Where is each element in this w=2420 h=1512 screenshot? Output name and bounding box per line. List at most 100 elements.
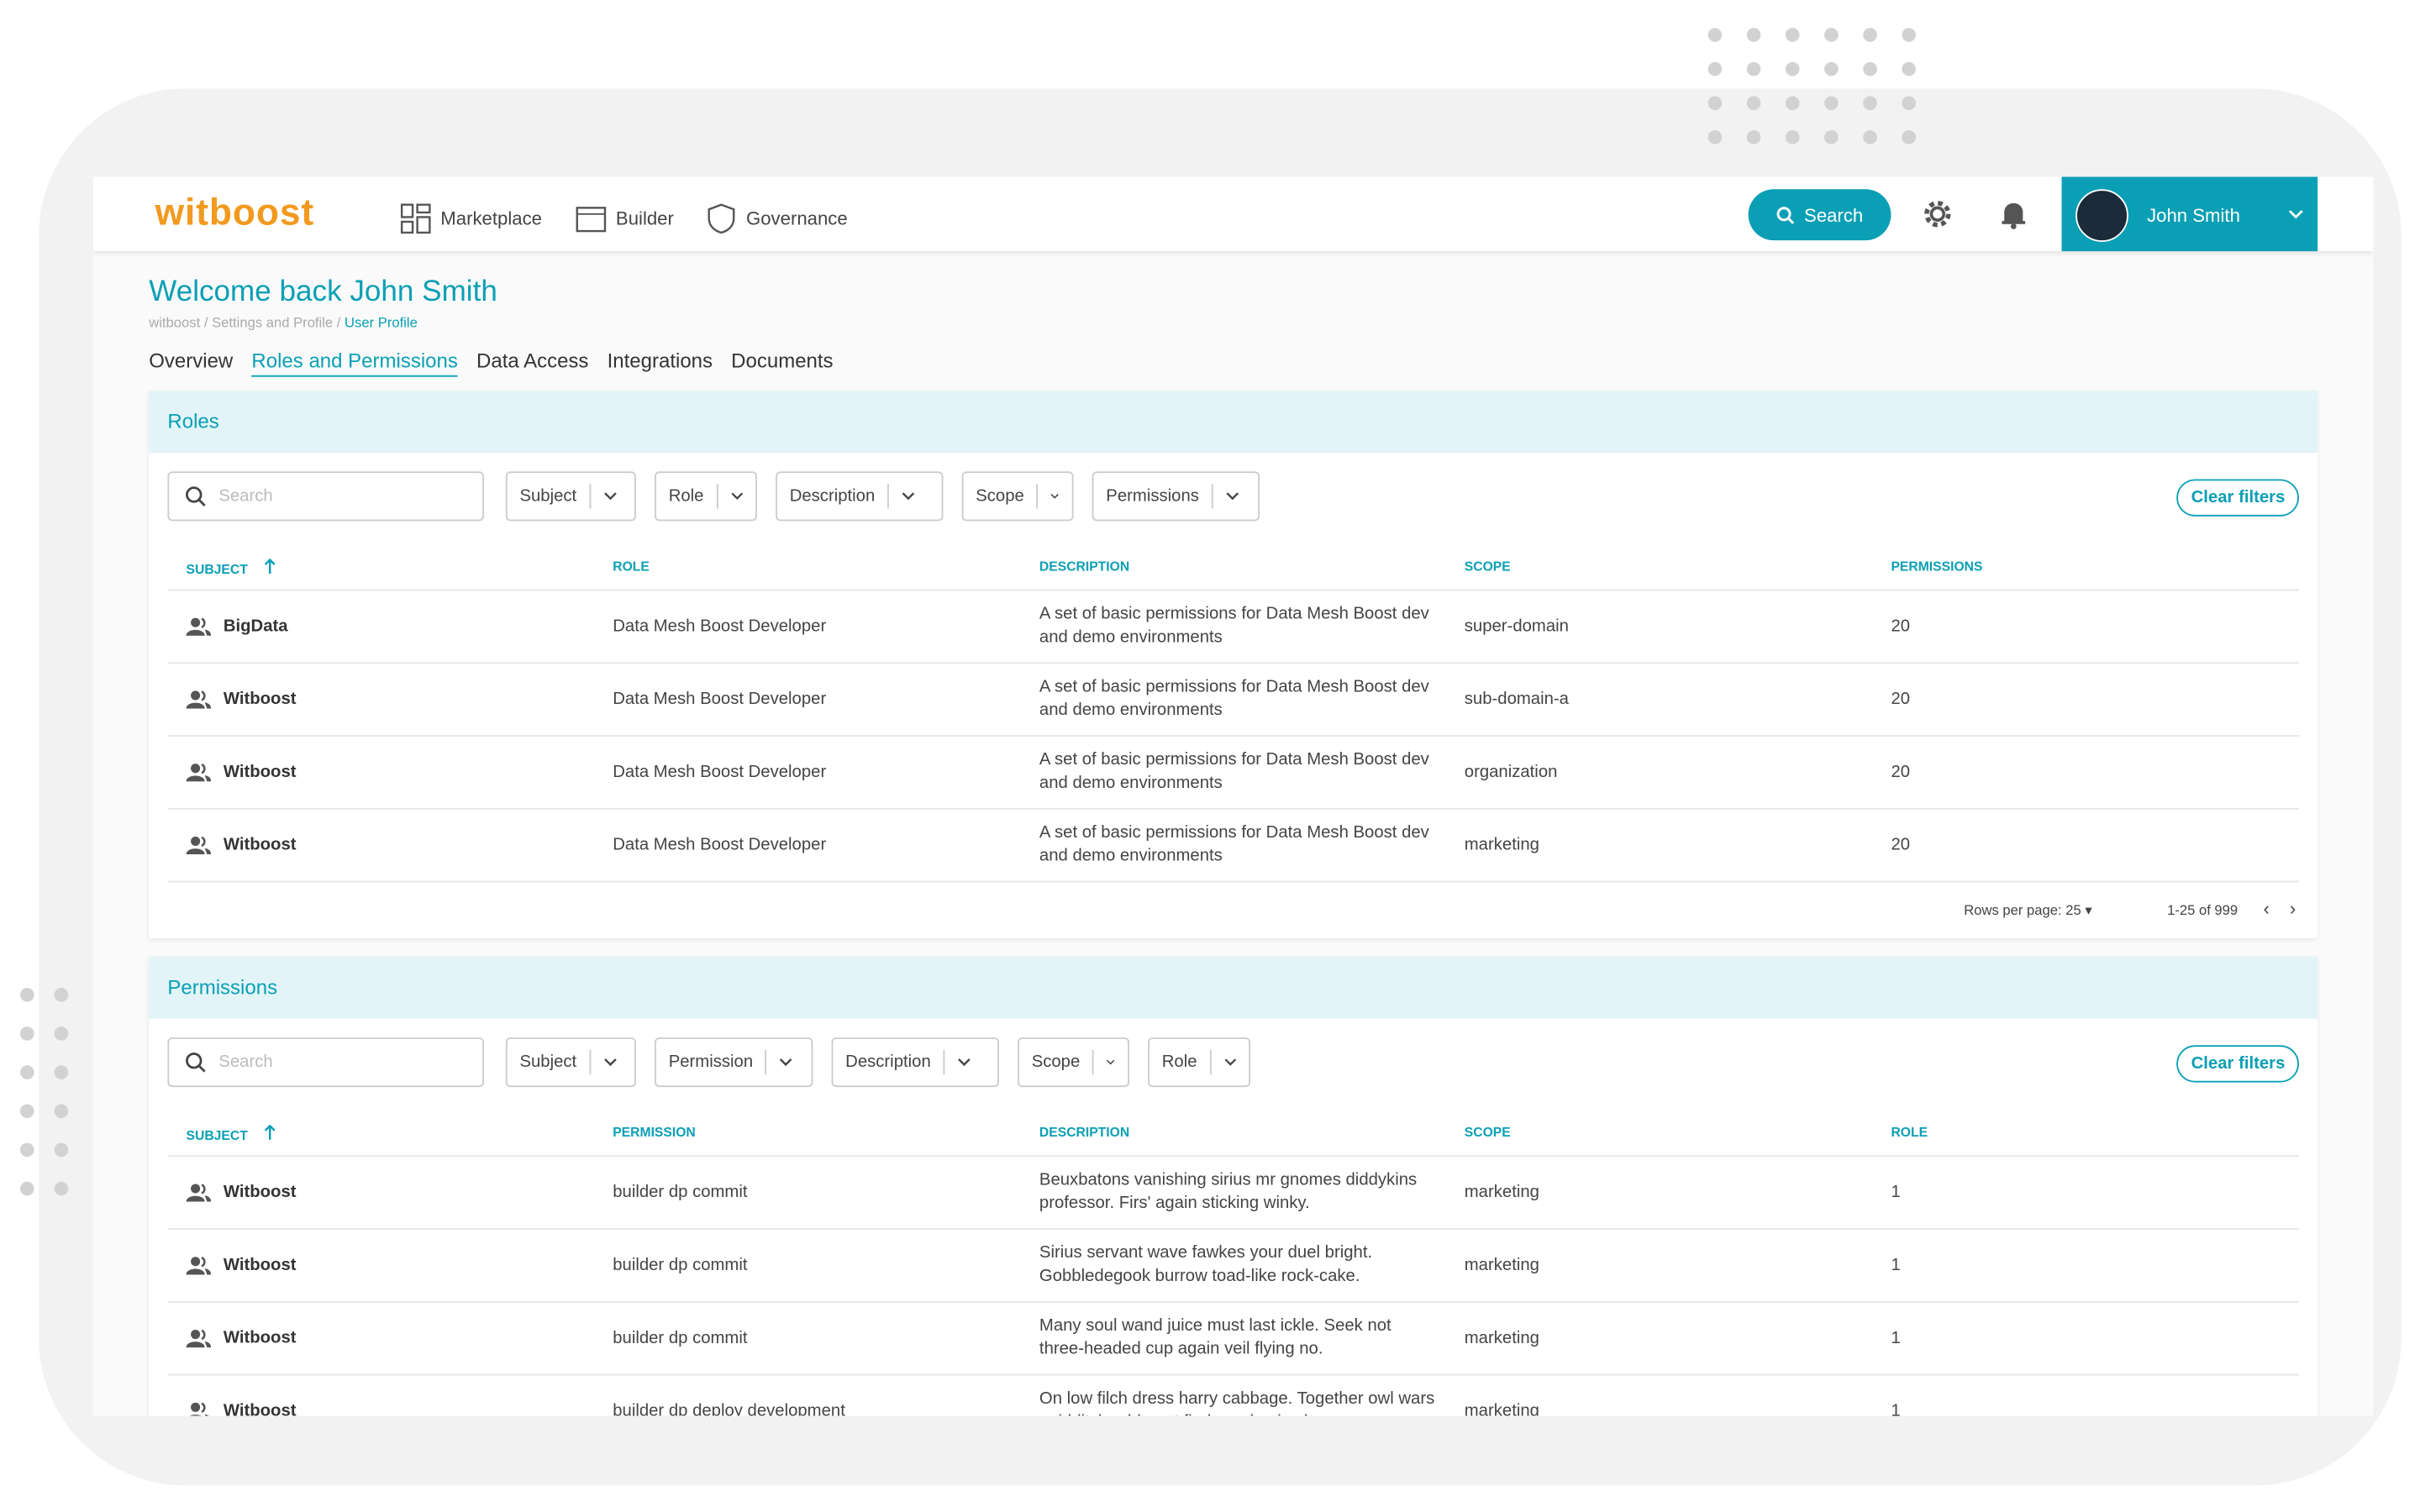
top-bar: witboost Marketplace Builder Governance … <box>92 176 2374 252</box>
cell-text: marketing <box>1464 1256 1539 1275</box>
filter-dropdown[interactable]: Subject <box>505 1037 636 1088</box>
column-header[interactable]: SUBJECT <box>187 1124 276 1143</box>
filter-label: Permission <box>668 1053 754 1072</box>
filter-dropdown[interactable]: Permissions <box>1092 471 1260 522</box>
user-menu[interactable]: John Smith <box>2061 176 2318 252</box>
breadcrumb[interactable]: Settings and Profile <box>212 314 334 331</box>
cell-text: marketing <box>1464 1401 1539 1416</box>
column-header[interactable]: ROLE <box>1891 1124 1928 1140</box>
dot <box>1824 96 1839 111</box>
filter-label: Permissions <box>1106 486 1199 506</box>
table-cell: 20 <box>1891 763 1910 781</box>
dot <box>1824 130 1839 144</box>
breadcrumbs: witboost / Settings and Profile / User P… <box>149 315 418 330</box>
nav-item[interactable]: Governance <box>706 203 848 234</box>
search-label: Search <box>1804 203 1864 226</box>
table-cell: Witboost <box>186 1256 297 1275</box>
column-header[interactable]: SCOPE <box>1464 1124 1511 1140</box>
cell-text: 1 <box>1891 1256 1901 1275</box>
dot <box>20 1142 34 1158</box>
chevron <box>2288 210 2303 219</box>
cell-text: A set of basic permissions for Data Mesh… <box>1039 677 1429 720</box>
search-input[interactable]: Search <box>167 1037 485 1088</box>
cell-text: Data Mesh Boost Developer <box>613 763 827 782</box>
separator: / <box>200 314 213 331</box>
table-cell: Witboost <box>186 763 297 782</box>
table-cell: Many soul wand juice must last ickle. Se… <box>1039 1315 1435 1362</box>
tab[interactable]: Overview <box>149 349 234 373</box>
column-header[interactable]: PERMISSION <box>613 1124 696 1140</box>
table-cell: organization <box>1465 763 1558 781</box>
dot <box>1746 96 1761 111</box>
breadcrumb[interactable]: witboost <box>149 314 201 331</box>
table-cell: super-domain <box>1465 617 1569 636</box>
table-cell: 20 <box>1891 690 1910 709</box>
filter-dropdown[interactable]: Scope <box>1018 1037 1130 1088</box>
settings-icon[interactable] <box>1922 198 1953 229</box>
tab[interactable]: Documents <box>731 349 834 373</box>
next-page[interactable]: › <box>2289 897 2296 920</box>
cell-text: Witboost <box>223 1183 297 1202</box>
dot <box>1785 28 1800 42</box>
filter-dropdown[interactable]: Description <box>831 1037 999 1088</box>
prev-page[interactable]: ‹ <box>2263 897 2270 920</box>
app-window: witboost Marketplace Builder Governance … <box>92 176 2374 1416</box>
column-header[interactable]: PERMISSIONS <box>1891 558 1983 575</box>
filter-dropdown[interactable]: Permission <box>655 1037 813 1088</box>
filter-label: Description <box>845 1053 931 1072</box>
column-header[interactable]: DESCRIPTION <box>1039 558 1130 575</box>
table-cell: BigData <box>186 617 288 637</box>
cell-text: Many soul wand juice must last ickle. Se… <box>1039 1316 1392 1359</box>
table-cell: sub-domain-a <box>1465 690 1569 709</box>
page-range: 1-25 of 999 <box>2167 902 2238 918</box>
filter-dropdown[interactable]: Role <box>655 471 757 522</box>
filter-dropdown[interactable]: Role <box>1148 1037 1251 1088</box>
notifications-icon[interactable] <box>1998 198 2029 229</box>
table-cell: A set of basic permissions for Data Mesh… <box>1039 603 1435 649</box>
cell-text: Beuxbatons vanishing sirius mr gnomes di… <box>1039 1170 1418 1213</box>
table-cell: A set of basic permissions for Data Mesh… <box>1039 676 1435 722</box>
clear-filters-button[interactable]: Clear filters <box>2177 1045 2300 1083</box>
tab[interactable]: Roles and Permissions <box>251 349 458 377</box>
dot <box>20 988 34 1002</box>
filter-dropdown[interactable]: Subject <box>505 471 636 522</box>
cell-text: Data Mesh Boost Developer <box>613 617 827 636</box>
separator: / <box>333 314 345 331</box>
nav-label: Marketplace <box>440 207 543 230</box>
cell-text: Sirius servant wave fawkes your duel bri… <box>1039 1243 1373 1286</box>
table-cell: 20 <box>1891 836 1910 854</box>
card-title: Permissions <box>149 957 2318 1019</box>
column-header[interactable]: SCOPE <box>1464 558 1511 575</box>
nav-item[interactable]: Marketplace <box>400 203 542 234</box>
clear-filters-button[interactable]: Clear filters <box>2177 479 2300 517</box>
tab[interactable]: Integrations <box>607 349 713 373</box>
nav-label: Governance <box>746 207 848 230</box>
filter-dropdown[interactable]: Description <box>776 471 944 522</box>
filter-dropdown[interactable]: Scope <box>961 471 1074 522</box>
logo[interactable]: witboost <box>155 192 315 234</box>
table-row: BigData Data Mesh Boost Developer A set of… <box>167 591 2300 664</box>
dot <box>54 1065 69 1079</box>
search-button[interactable]: Search <box>1748 189 1891 241</box>
search-input[interactable]: Search <box>167 471 485 522</box>
page-title: Welcome back John Smith <box>149 276 497 309</box>
column-header[interactable]: SUBJECT <box>187 558 276 577</box>
tab[interactable]: Data Access <box>476 349 589 373</box>
nav-item[interactable]: Builder <box>576 203 674 234</box>
permissions-card: Permissions Search Subject Permission Descri… <box>149 957 2318 1416</box>
table-cell: A set of basic permissions for Data Mesh… <box>1039 749 1435 795</box>
breadcrumb[interactable]: User Profile <box>345 314 418 331</box>
table-row: Witboost Data Mesh Boost Developer A set o… <box>167 737 2300 810</box>
dot <box>1785 96 1800 111</box>
cell-text: Witboost <box>223 1401 297 1416</box>
cell-text: 20 <box>1891 836 1911 855</box>
dot <box>1902 130 1917 144</box>
dot <box>1902 96 1917 111</box>
filter-label: Role <box>1161 1053 1197 1072</box>
rows-per-page[interactable]: Rows per page: 25 ▾ <box>1964 902 2092 918</box>
dot <box>1707 96 1723 111</box>
roles-card: Roles Search Subject Role Description Scope Pe… <box>149 391 2318 938</box>
column-header[interactable]: ROLE <box>613 558 650 575</box>
column-header[interactable]: DESCRIPTION <box>1039 1124 1130 1140</box>
